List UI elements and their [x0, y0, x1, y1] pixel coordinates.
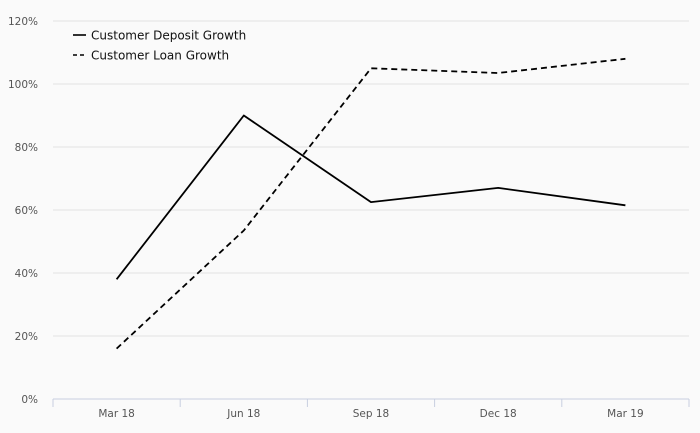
y-tick-label: 80% [15, 142, 38, 154]
x-tick-label: Dec 18 [480, 408, 517, 420]
y-tick-label: 60% [15, 205, 38, 217]
y-tick-label: 40% [15, 268, 38, 280]
y-axis: 0% 20% 40% 60% 80% 100% 120% [8, 16, 38, 406]
legend-label: Customer Loan Growth [91, 49, 229, 63]
x-tick-label: Mar 19 [607, 408, 644, 420]
legend-item-deposit: Customer Deposit Growth [73, 29, 246, 43]
legend-item-loan: Customer Loan Growth [73, 49, 229, 63]
legend-label: Customer Deposit Growth [91, 29, 246, 43]
x-tick-label: Mar 18 [98, 408, 135, 420]
series-line-deposit [115, 114, 626, 280]
gridlines [53, 20, 689, 337]
x-tick-label: Jun 18 [226, 408, 260, 420]
y-tick-label: 100% [8, 79, 38, 91]
y-tick-label: 0% [21, 394, 38, 406]
y-tick-label: 120% [8, 16, 38, 28]
legend: Customer Deposit Growth Customer Loan Gr… [73, 29, 246, 63]
y-tick-label: 20% [15, 331, 38, 343]
x-tick-label: Sep 18 [353, 408, 390, 420]
series-line-loan [115, 57, 626, 350]
x-axis: Mar 18 Jun 18 Sep 18 Dec 18 Mar 19 [52, 398, 690, 420]
series-lines [115, 57, 626, 350]
